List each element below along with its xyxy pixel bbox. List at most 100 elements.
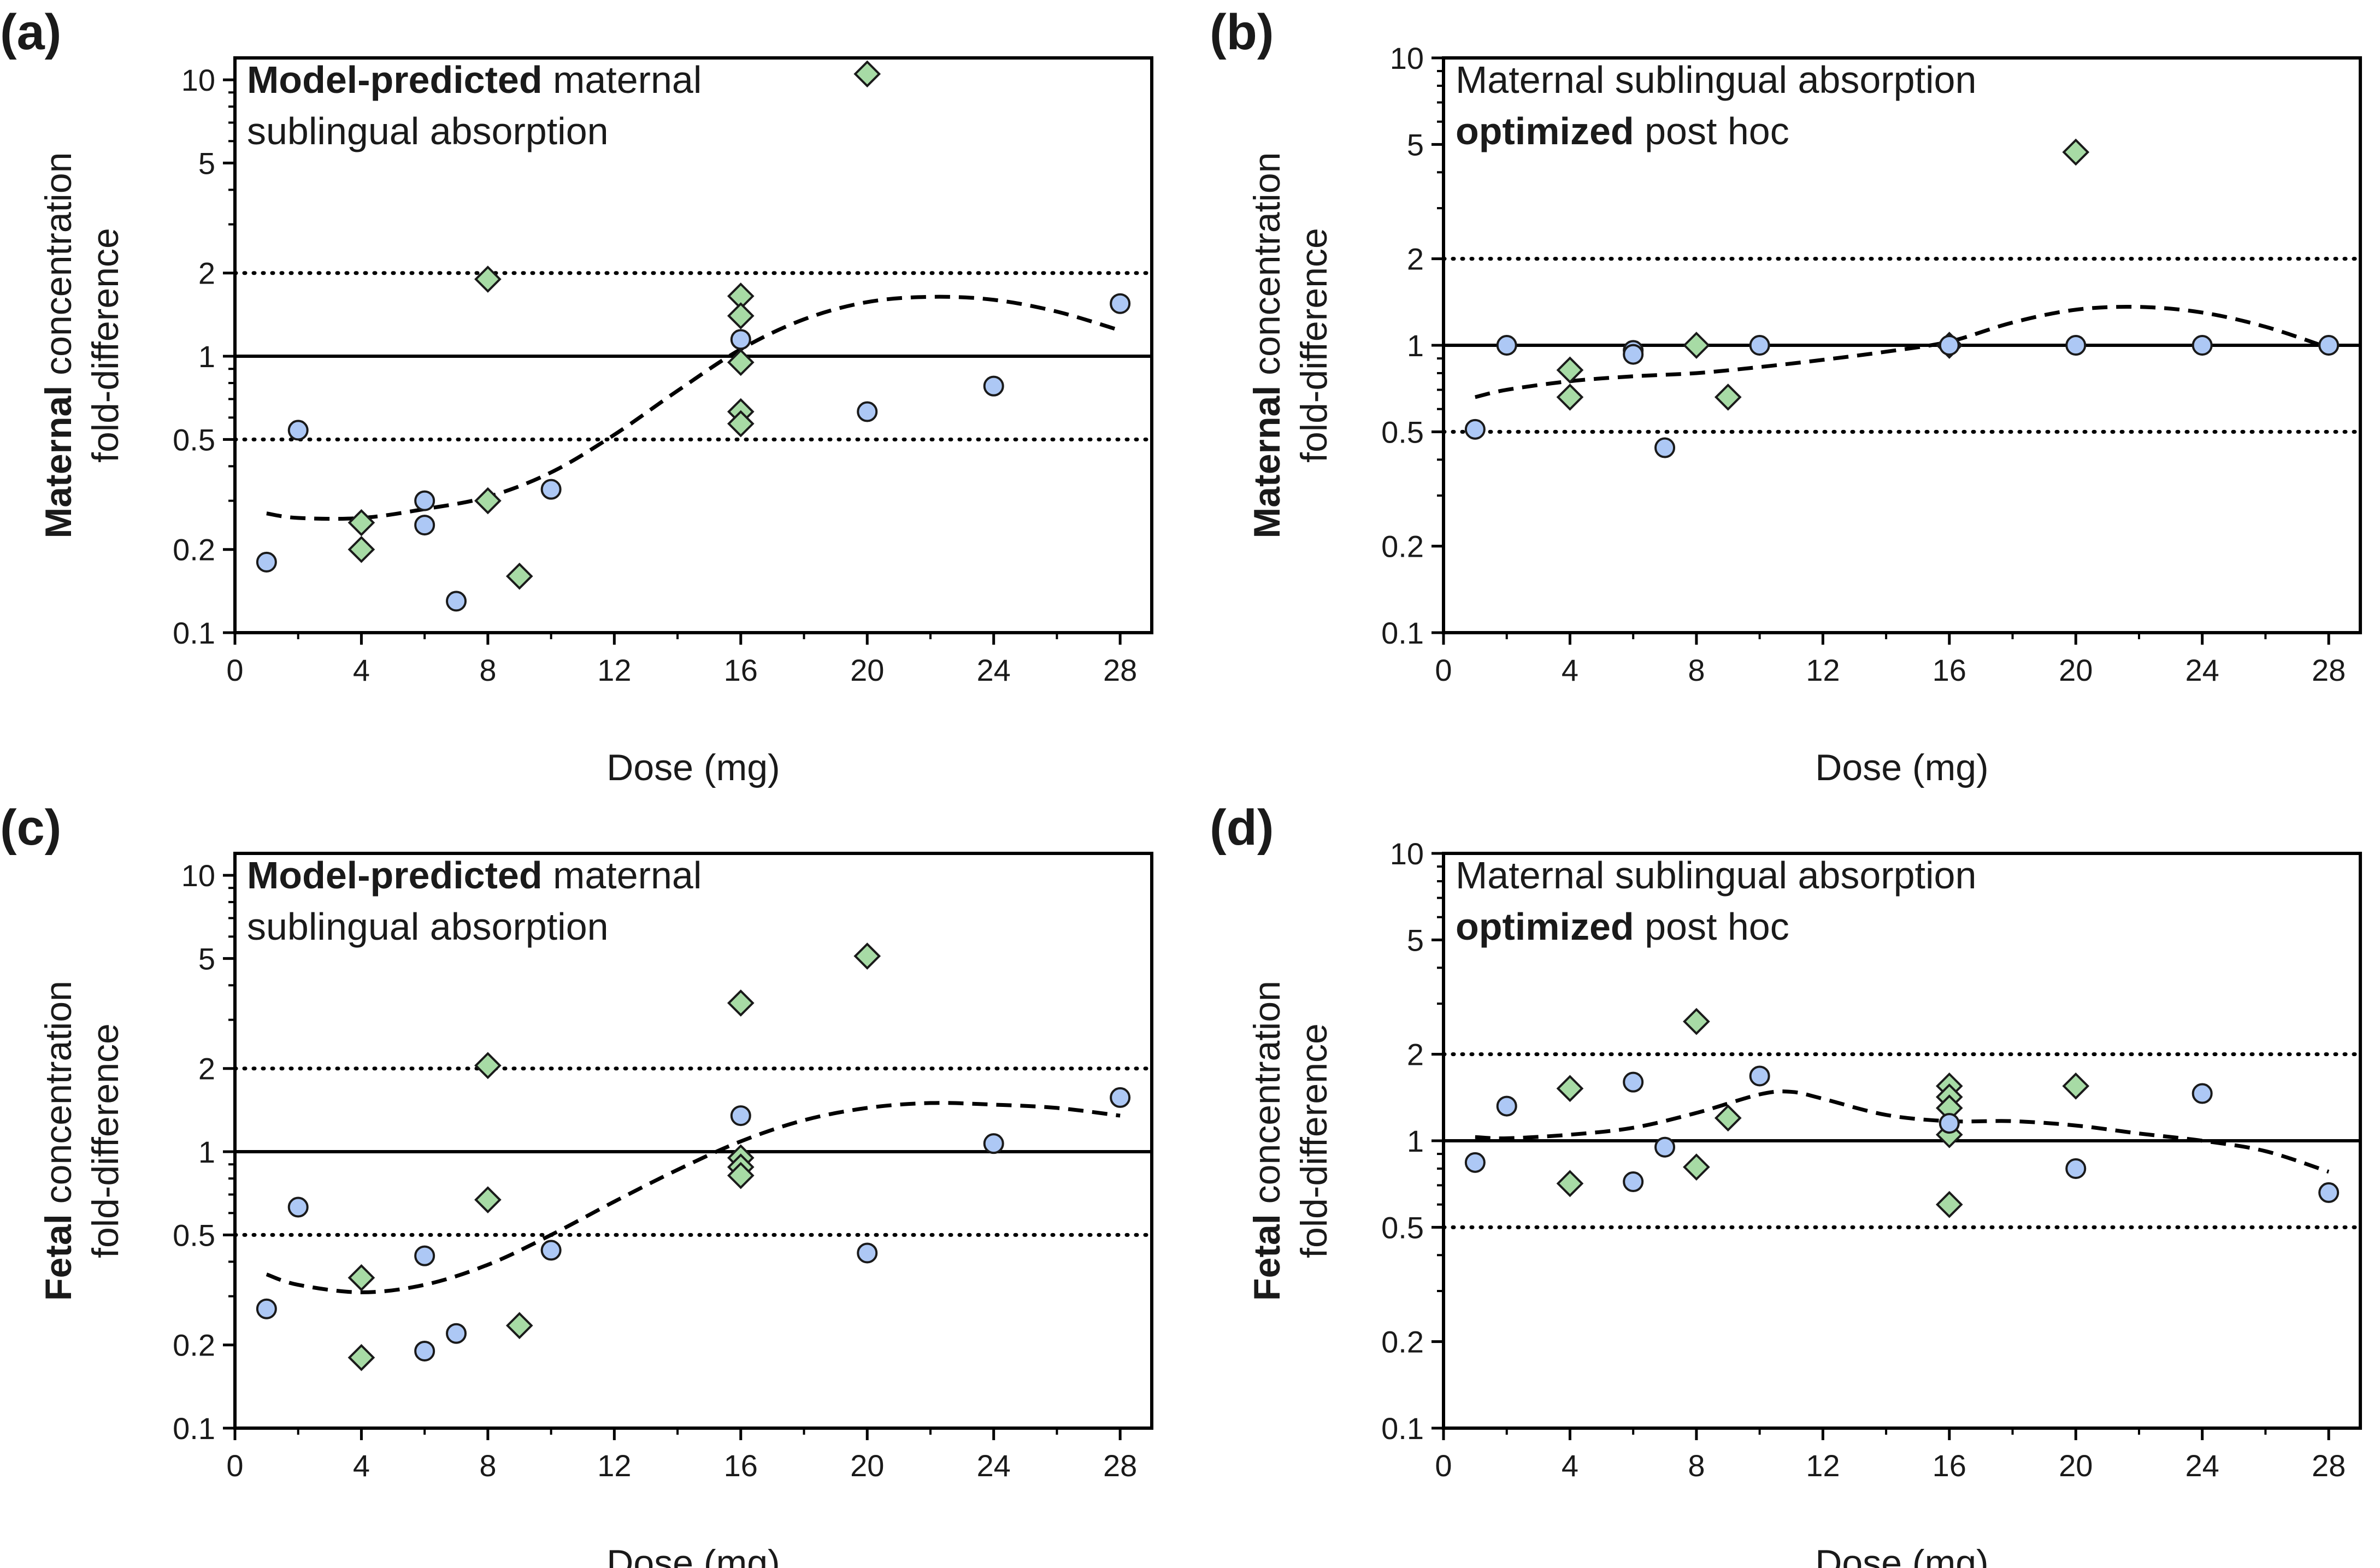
- circle-marker: [2192, 335, 2213, 356]
- circle-marker: [1939, 335, 1960, 356]
- x-axis-title: Dose (mg): [1815, 747, 1988, 788]
- trend-curve: [1475, 304, 2330, 399]
- circle-marker: [730, 1105, 751, 1127]
- y-tick-label: 0.5: [173, 422, 215, 457]
- y-tick-label: 0.5: [173, 1218, 215, 1252]
- annotation-bold: optimized: [1456, 905, 1634, 948]
- y-tick-label: 2: [1407, 242, 1424, 276]
- diamond-marker: [1683, 1007, 1710, 1035]
- diamond-marker: [1714, 1104, 1742, 1132]
- y-axis-title-bold: Fetal: [1246, 1214, 1288, 1301]
- annotation-text: post hoc: [1634, 905, 1789, 948]
- y-tick-label: 0.1: [173, 1411, 215, 1446]
- x-tick-label: 12: [1806, 653, 1840, 687]
- y-tick-label: 10: [1390, 41, 1424, 75]
- circle-marker: [446, 1323, 467, 1344]
- y-axis-title-line-2: fold-difference: [1293, 228, 1335, 463]
- x-tick-label: 28: [2312, 1448, 2346, 1483]
- circle-marker: [730, 329, 751, 350]
- y-tick-label: 1: [1407, 1124, 1424, 1158]
- diamond-marker: [347, 1344, 375, 1371]
- annotation-line-2: optimized post hoc: [1456, 905, 1789, 948]
- x-tick-label: 8: [1688, 1448, 1705, 1483]
- y-tick-label: 0.2: [173, 533, 215, 567]
- x-tick-label: 16: [724, 653, 758, 687]
- y-axis-title-text: concentration: [1246, 152, 1288, 386]
- y-tick-label: 1: [1407, 328, 1424, 363]
- circle-marker: [1496, 1095, 1517, 1117]
- y-tick-label: 10: [181, 63, 215, 97]
- x-tick-label: 20: [2059, 1448, 2093, 1483]
- annotation-bold: optimized: [1456, 110, 1634, 152]
- circle-marker: [2318, 335, 2340, 356]
- annotation-text: maternal: [543, 854, 702, 897]
- y-tick-label: 0.2: [173, 1328, 215, 1363]
- y-axis-title-line-1: Maternal concentration: [38, 152, 79, 539]
- y-axis-title-bold: Fetal: [38, 1214, 79, 1301]
- circle-marker: [1654, 1136, 1676, 1158]
- y-axis-title-bold: Maternal: [38, 386, 79, 539]
- y-axis-title-line-1: Maternal concentration: [1246, 152, 1288, 539]
- diamond-marker: [727, 989, 755, 1017]
- circle-marker: [1939, 1113, 1960, 1134]
- y-tick-label: 1: [198, 339, 215, 374]
- diamond-marker: [1556, 1170, 1584, 1198]
- circle-marker: [983, 1133, 1004, 1154]
- y-axis-title-text: concentration: [1246, 981, 1288, 1214]
- y-tick-label: 2: [1407, 1038, 1424, 1072]
- diamond-marker: [2062, 1072, 2090, 1100]
- diamond-marker: [1714, 384, 1742, 411]
- circle-marker: [857, 401, 878, 422]
- diamond-marker: [1556, 356, 1584, 384]
- x-tick-label: 24: [977, 653, 1011, 687]
- circle-marker: [414, 490, 435, 511]
- diamond-marker: [727, 410, 755, 438]
- circle-marker: [2065, 335, 2087, 356]
- circle-marker: [1623, 1171, 1644, 1193]
- y-tick-label: 0.1: [173, 616, 215, 650]
- diamond-marker: [505, 1312, 533, 1340]
- x-tick-label: 20: [2059, 653, 2093, 687]
- x-tick-label: 8: [479, 1448, 496, 1483]
- diamond-marker: [1683, 332, 1710, 359]
- circle-marker: [256, 551, 277, 573]
- diamond-marker: [1556, 1075, 1584, 1103]
- x-tick-label: 16: [724, 1448, 758, 1483]
- circle-marker: [1110, 293, 1131, 314]
- y-tick-label: 2: [198, 1052, 215, 1086]
- circle-marker: [1654, 437, 1676, 458]
- trend-curve: [1475, 1089, 2330, 1174]
- annotation-text: sublingual absorption: [247, 110, 609, 152]
- circle-marker: [2318, 1182, 2340, 1203]
- circle-marker: [287, 420, 309, 441]
- x-tick-label: 8: [479, 653, 496, 687]
- annotation-bold: Model-predicted: [247, 854, 543, 897]
- x-tick-label: 0: [1435, 653, 1452, 687]
- x-axis-title: Dose (mg): [606, 747, 780, 788]
- y-axis-title-line-1: Fetal concentration: [38, 981, 79, 1301]
- circle-marker: [414, 515, 435, 536]
- x-tick-label: 28: [2312, 653, 2346, 687]
- diamond-marker: [474, 487, 502, 515]
- annotation-line-2: optimized post hoc: [1456, 110, 1789, 152]
- x-tick-label: 16: [1933, 1448, 1966, 1483]
- panel-label: (a): [0, 4, 61, 60]
- y-tick-label: 5: [198, 146, 215, 180]
- panel-label: (c): [0, 800, 61, 856]
- annotation-text: post hoc: [1634, 110, 1789, 152]
- diamond-marker: [347, 535, 375, 563]
- panel-label: (b): [1210, 4, 1274, 60]
- x-tick-label: 28: [1103, 1448, 1137, 1483]
- y-tick-label: 5: [1407, 923, 1424, 957]
- y-tick-label: 0.1: [1381, 1411, 1424, 1446]
- circle-marker: [857, 1242, 878, 1264]
- y-tick-label: 10: [181, 858, 215, 893]
- circle-marker: [1749, 335, 1770, 356]
- circle-marker: [540, 479, 562, 500]
- x-tick-label: 0: [226, 1448, 243, 1483]
- annotation-line-1: Maternal sublingual absorption: [1456, 854, 1976, 897]
- circle-marker: [1464, 1152, 1486, 1173]
